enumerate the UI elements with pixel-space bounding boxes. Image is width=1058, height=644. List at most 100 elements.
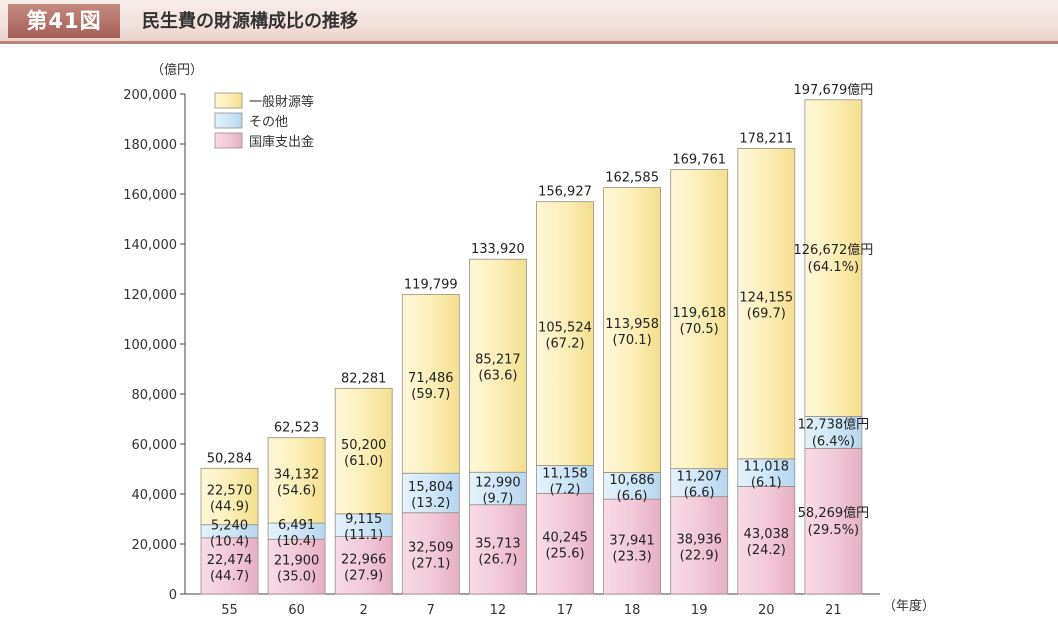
bar-segment	[334, 387, 393, 515]
bar-segment	[200, 467, 259, 526]
legend-swatch	[214, 112, 243, 129]
segment-percent-label: (27.9)	[344, 568, 383, 583]
bar-segment	[267, 538, 326, 595]
segment-value-label: 11,158	[542, 466, 588, 481]
bar-segment	[401, 294, 460, 474]
bar-segment	[804, 99, 863, 417]
segment-percent-label: (63.6)	[478, 369, 517, 384]
x-tick-label: 60	[288, 603, 305, 618]
segment-value-label: 6,491	[278, 518, 315, 533]
bar-total-label: 82,281	[341, 371, 387, 386]
segment-value-label: 10,686	[609, 473, 655, 488]
segment-value-label: 22,966	[341, 552, 387, 567]
segment-value-label: 22,570	[207, 484, 253, 499]
bar-segment	[334, 536, 393, 595]
y-tick-label: 120,000	[123, 288, 177, 303]
bar-segment	[737, 148, 796, 460]
bar-segment	[737, 486, 796, 595]
x-tick-label: 18	[624, 603, 641, 618]
segment-percent-label: (7.2)	[550, 482, 581, 497]
segment-value-label: 126,672億円	[794, 242, 874, 258]
figure-number-badge: 第41図	[8, 4, 120, 38]
segment-percent-label: (54.6)	[277, 483, 316, 498]
segment-percent-label: (9.7)	[482, 491, 513, 506]
y-tick-label: 40,000	[132, 488, 178, 503]
segment-value-label: 40,245	[542, 531, 588, 546]
bar-total-label: 50,284	[207, 451, 253, 466]
segment-percent-label: (70.5)	[680, 322, 719, 337]
segment-percent-label: (64.1%)	[808, 260, 859, 275]
bar-total-label: 119,799	[404, 278, 458, 293]
segment-value-label: 12,738億円	[798, 416, 870, 432]
legend-swatch	[214, 92, 243, 109]
segment-percent-label: (70.1)	[613, 333, 652, 348]
header-band	[0, 0, 1058, 44]
legend-swatch	[214, 132, 243, 149]
segment-percent-label: (10.4)	[277, 534, 316, 549]
segment-percent-label: (44.7)	[210, 569, 249, 584]
x-tick-label: 2	[360, 603, 368, 618]
segment-value-label: 21,900	[274, 554, 320, 569]
bar-segment	[603, 187, 661, 473]
segment-percent-label: (6.6)	[617, 489, 648, 504]
y-axis-unit: （億円）	[151, 62, 203, 78]
segment-percent-label: (26.7)	[478, 552, 517, 567]
segment-percent-label: (59.7)	[411, 387, 450, 402]
segment-percent-label: (61.0)	[344, 454, 383, 469]
bar-total-label: 169,761	[672, 153, 726, 168]
x-tick-label: 12	[490, 603, 507, 618]
legend-label: 国庫支出金	[249, 134, 314, 150]
segment-value-label: 38,936	[676, 532, 722, 547]
segment-value-label: 32,509	[408, 540, 454, 555]
y-tick-label: 160,000	[123, 188, 177, 203]
bar-segment	[737, 458, 796, 487]
x-tick-label: 21	[825, 603, 842, 618]
segment-percent-label: (10.4)	[210, 534, 249, 549]
bar-segment	[200, 537, 259, 595]
segment-value-label: 12,990	[475, 475, 521, 490]
segment-percent-label: (67.2)	[545, 337, 584, 352]
x-tick-label: 7	[427, 603, 435, 618]
segment-percent-label: (13.2)	[411, 496, 450, 511]
segment-percent-label: (29.5%)	[808, 523, 859, 538]
segment-value-label: 15,804	[408, 480, 454, 495]
x-axis-unit: （年度）	[883, 598, 935, 614]
y-tick-label: 20,000	[132, 538, 178, 553]
segment-percent-label: (23.3)	[613, 550, 652, 565]
bar-total-label: 62,523	[274, 421, 320, 436]
segment-percent-label: (22.9)	[680, 548, 719, 563]
segment-percent-label: (25.6)	[545, 547, 584, 562]
segment-value-label: 119,618	[672, 306, 726, 321]
bar-segment	[267, 437, 326, 524]
y-tick-label: 0	[169, 588, 177, 603]
bar-segment	[670, 496, 729, 595]
segment-percent-label: (6.1)	[751, 476, 782, 491]
bar-segment	[536, 492, 594, 595]
bar-total-label: 162,585	[605, 171, 659, 186]
bar-segment	[468, 258, 527, 473]
bar-segment	[536, 465, 594, 494]
bar-segment	[468, 504, 527, 595]
segment-value-label: 34,132	[274, 467, 320, 482]
segment-value-label: 113,958	[605, 317, 659, 332]
bar-total-label: 156,927	[538, 185, 592, 200]
segment-value-label: 43,038	[744, 527, 790, 542]
segment-percent-label: (35.0)	[277, 570, 316, 585]
header-rule	[0, 41, 1058, 44]
segment-percent-label: (6.4%)	[812, 434, 855, 449]
segment-value-label: 9,115	[345, 512, 382, 527]
bar-segment	[401, 472, 460, 514]
x-tick-label: 17	[557, 603, 574, 618]
segment-value-label: 11,207	[676, 470, 722, 485]
bar-segment	[603, 498, 661, 595]
segment-value-label: 35,713	[475, 536, 521, 551]
legend-label: その他	[249, 115, 288, 130]
segment-value-label: 22,474	[207, 553, 253, 568]
bar-segment	[401, 512, 460, 595]
bar-total-label: 178,211	[739, 131, 793, 146]
segment-percent-label: (27.1)	[411, 556, 450, 571]
bar-segment	[536, 201, 594, 466]
segment-value-label: 5,240	[211, 518, 248, 533]
y-tick-label: 140,000	[123, 238, 177, 253]
